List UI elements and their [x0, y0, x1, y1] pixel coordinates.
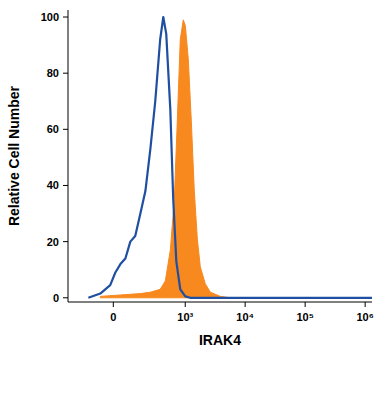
x-tick-label: 10³ [177, 311, 193, 323]
x-tick [245, 302, 246, 307]
plot-marks [88, 17, 372, 298]
y-tick [63, 297, 68, 298]
y-axis [68, 10, 69, 302]
y-tick-label: 80 [47, 67, 59, 79]
y-tick-label: 0 [53, 292, 59, 304]
y-tick [63, 241, 68, 242]
x-tick-label: 10⁴ [236, 311, 254, 323]
x-tick [365, 302, 366, 307]
histogram-line [88, 17, 372, 298]
y-tick [63, 17, 68, 18]
y-tick [63, 73, 68, 74]
x-tick-label: 0 [110, 311, 116, 323]
x-tick [185, 302, 186, 307]
y-tick-label: 40 [47, 179, 59, 191]
x-tick [113, 302, 114, 307]
y-tick-label: 20 [47, 236, 59, 248]
x-axis-label: IRAK4 [199, 332, 241, 348]
chart: 0 20 40 60 80 100 0 10³ 10⁴ 10⁵ 10⁶ IRAK4 Relative C… [0, 0, 374, 396]
y-tick-label: 60 [47, 123, 59, 135]
x-tick-label: 10⁵ [296, 311, 313, 323]
histogram-area [100, 20, 230, 298]
y-axis-label: Relative Cell Number [6, 85, 22, 226]
x-tick [305, 302, 306, 307]
x-tick-label: 10⁶ [357, 311, 374, 323]
y-tick-label: 100 [41, 11, 59, 23]
y-tick [63, 129, 68, 130]
y-tick [63, 185, 68, 186]
